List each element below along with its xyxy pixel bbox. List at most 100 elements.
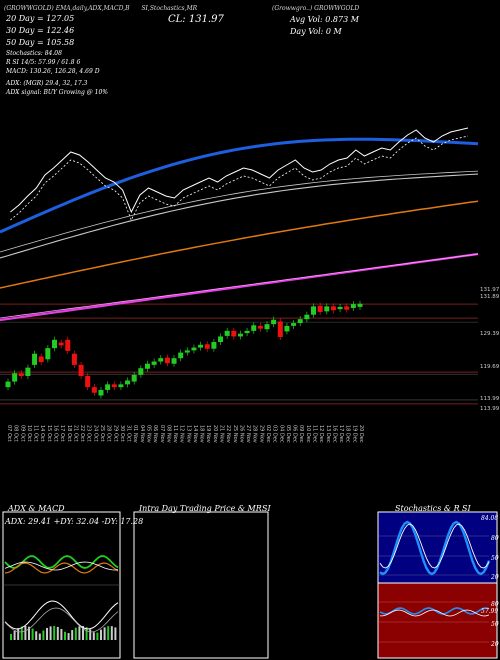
candle-body [45,348,51,360]
candle-body [291,323,297,326]
macd-histogram-bar [10,634,12,640]
macd-histogram-bar [89,629,92,640]
macd-histogram-bar [60,628,63,640]
date-label: 15 Oct [46,425,52,442]
candle-body [277,321,283,337]
date-label: 24 Oct [92,425,98,442]
candle-body [324,306,330,312]
macd-histogram-bar [13,630,16,640]
macd-histogram-bar [64,631,66,640]
date-label: 08 Oct [13,425,19,442]
macd-histogram-bar [85,627,88,640]
stoch-value-badge: 84.08 [481,515,499,522]
mrsi-line [380,609,490,617]
macd-histogram-bar [78,626,81,640]
date-label: 13 Nov [185,425,191,443]
macd-histogram-bar [56,626,59,640]
date-label: 17 Oct [59,425,65,442]
adx-panel-values: ADX: 29.41 +DY: 32.04 -DY: 17.28 [5,517,144,526]
macd-histogram-bar [28,626,30,640]
candle-body [125,380,131,385]
date-label: 10 Oct [26,425,32,442]
candle-body [204,344,210,349]
stoch-panel-title: Stochastics & R [395,504,460,513]
macd-lines [4,600,119,640]
date-label: 08 Nov [165,425,171,443]
candle-body [357,303,363,307]
candle-body [198,344,204,348]
date-label: 20 Nov [212,425,218,443]
candle-body [350,304,356,309]
date-label: 27 Nov [245,425,251,443]
date-label: 22 Nov [225,425,231,443]
macd-histogram-bar [114,627,117,640]
date-label: 13 Dec [325,425,331,443]
intraday-panel-si: SI [262,504,271,513]
date-label: 21 Oct [72,425,78,442]
macd-histogram-bar [71,630,74,640]
candle-body [144,363,150,369]
date-label: 14 Oct [39,425,45,442]
date-label: 29 Nov [258,425,264,443]
date-label: 04 Nov [139,425,145,443]
date-label: 06 Nov [152,425,158,443]
adx-line [4,561,119,571]
date-label: 26 Nov [238,425,244,443]
date-label: 02 Dec [265,425,271,443]
rsi-tick-20: 20 [491,641,499,648]
candle-body [184,350,190,353]
candle-body [151,361,157,365]
date-label: 06 Dec [292,425,298,443]
ema-30-line [0,173,479,259]
date-label: 19 Nov [205,425,211,443]
date-label: 17 Dec [338,425,344,443]
candle-body [58,342,64,346]
adx-line: ADX: (MGR) 29.4, 32, 17.3 [6,80,88,87]
macd-histogram-bar [107,626,110,640]
candle-body [71,353,77,365]
candle-body [12,373,18,382]
candle-body [5,381,11,388]
candle-body [330,306,336,311]
macd-histogram-bar [96,632,99,640]
macd-histogram-bar [38,633,41,640]
date-label: 18 Dec [345,425,351,443]
candle-body [91,387,97,393]
macd-line [4,600,119,630]
candle-body [284,325,290,332]
macd-histogram-bar [82,626,84,640]
date-label: 12 Dec [318,425,324,443]
candle-body [18,373,24,376]
candle-body [138,368,144,375]
date-label: 07 Oct [6,425,12,442]
price-axis-label: 113.99 [480,406,500,412]
date-label: 14 Nov [192,425,198,443]
candle-body [32,353,38,365]
date-label: 01 Nov [132,425,138,443]
rsi-tick-50: 50 [491,621,499,628]
date-label: 16 Dec [331,425,337,443]
date-label: 03 Dec [272,425,278,443]
price-axis-label: 131.97 [480,287,500,293]
date-label: 31 Oct [126,425,132,442]
candle-body [158,358,164,362]
macd-histogram-bar [46,627,48,640]
candle-body [224,330,230,336]
rsi-mrsi-panel [377,582,498,659]
stoch-k-line [379,520,491,576]
macd-histogram-bar [53,626,56,640]
candle-body [118,384,124,388]
macd-histogram-bar [67,633,70,640]
date-label: 30 Oct [119,425,125,442]
ema-50-line [0,200,479,289]
adx-signal: ADX signal: BUY Growing @ 10% [6,89,108,96]
date-axis-labels: 07 Oct 08 Oct 09 Oct 10 Oct 11 Oct 14 Oct 15 O… [6,425,364,443]
candle-body [171,358,177,364]
macd-histogram-bar [17,628,20,640]
date-label: 11 Oct [33,425,39,442]
candle-body [337,306,343,310]
candle-body [231,330,237,337]
adx-plus-di [4,555,119,569]
